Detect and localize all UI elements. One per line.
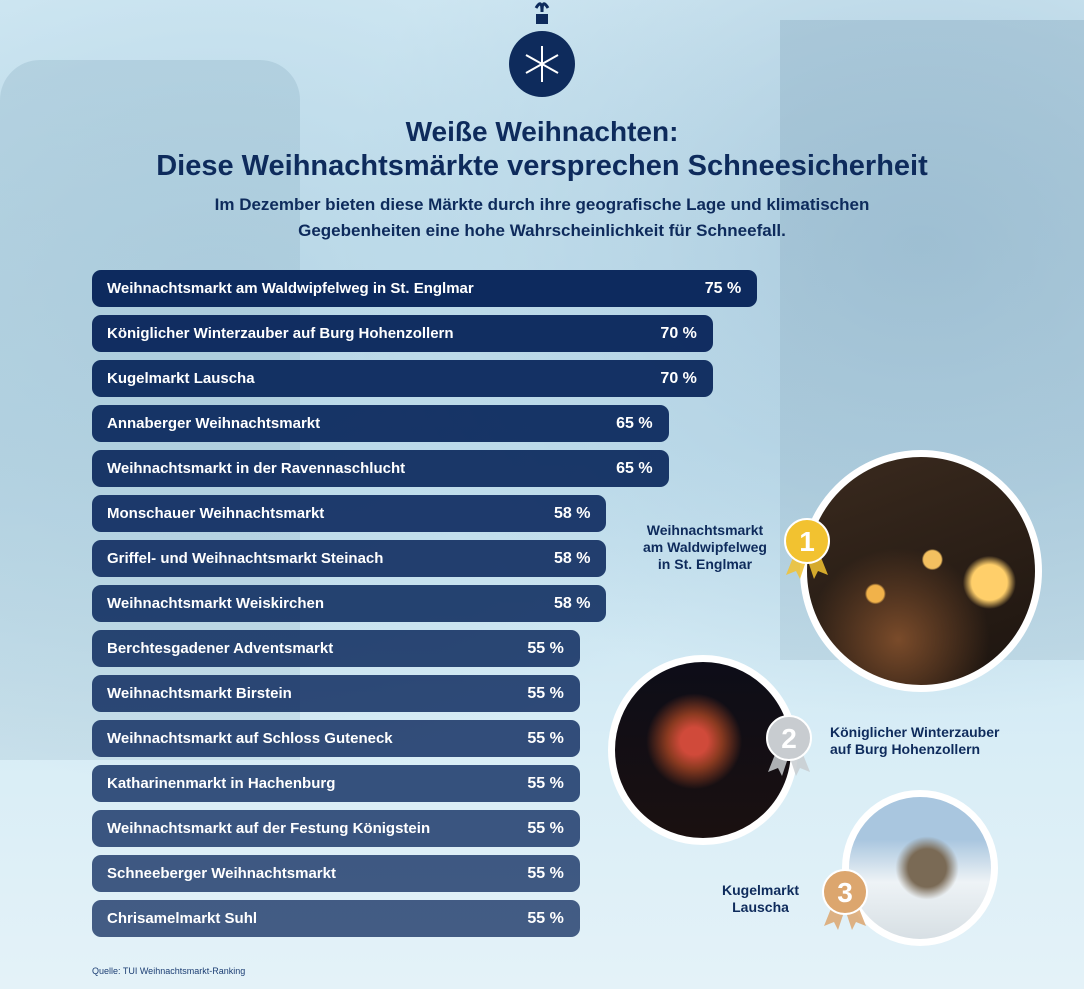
subtitle-line-2: Gegebenheiten eine hohe Wahrscheinlichke… (298, 221, 786, 240)
bar: Kugelmarkt Lauscha 70 % (92, 360, 713, 397)
bar-value-label: 58 % (553, 594, 591, 612)
bar-label: Weihnachtsmarkt in der Ravennaschlucht (107, 460, 406, 477)
subtitle-line-1: Im Dezember bieten diese Märkte durch ih… (214, 195, 870, 214)
podium-label-line: Kugelmarkt (722, 882, 800, 898)
bar-value-label: 65 % (616, 459, 653, 477)
bar-label: Weihnachtsmarkt Birstein (107, 685, 292, 702)
bar: Weihnachtsmarkt am Waldwipfelweg in St. … (92, 270, 758, 307)
bar-label: Chrisamelmarkt Suhl (107, 910, 258, 927)
bar-label: Annaberger Weihnachtsmarkt (107, 415, 321, 432)
photo-rank-1 (800, 450, 1042, 692)
podium-label-line: Königlicher Winterzauber (830, 724, 1000, 740)
christmas-ornament-icon (509, 2, 575, 97)
podium-label-line: Lauscha (732, 899, 789, 915)
bar: Königlicher Winterzauber auf Burg Hohenz… (92, 315, 713, 352)
bar-value-label: 55 % (527, 684, 564, 702)
bar-value-label: 55 % (527, 819, 564, 837)
bar-label: Berchtesgadener Adventsmarkt (107, 640, 334, 657)
bar-label: Schneeberger Weihnachtsmarkt (107, 865, 336, 882)
medal-rank-3-icon: 3 (822, 869, 868, 930)
bar-value-label: 55 % (527, 864, 564, 882)
medal-rank-1-icon: 1 (784, 518, 830, 579)
bar-value-label: 70 % (660, 324, 697, 342)
medal-rank-number: 2 (781, 723, 797, 754)
bar-label: Weihnachtsmarkt am Waldwipfelweg in St. … (107, 280, 474, 297)
bar-label: Weihnachtsmarkt auf der Festung Königste… (107, 820, 431, 837)
bar-label: Griffel- und Weihnachtsmarkt Steinach (107, 550, 384, 567)
bar-value-label: 55 % (527, 774, 564, 792)
bar-value-label: 75 % (704, 279, 742, 297)
bar-label: Katharinenmarkt in Hachenburg (107, 775, 336, 792)
bar: Weihnachtsmarkt Birstein 55 % (92, 675, 580, 712)
bar-value-label: 58 % (553, 549, 591, 567)
bar-label: Weihnachtsmarkt Weiskirchen (107, 595, 325, 612)
bar: Schneeberger Weihnachtsmarkt 55 % (92, 855, 580, 892)
bar-value-label: 70 % (660, 369, 697, 387)
bar: Katharinenmarkt in Hachenburg 55 % (92, 765, 580, 802)
bar: Weihnachtsmarkt in der Ravennaschlucht 65… (92, 450, 669, 487)
bar: Weihnachtsmarkt auf der Festung Königste… (92, 810, 580, 847)
photo-rank-3 (842, 790, 998, 946)
bar: Weihnachtsmarkt Weiskirchen 58 % (92, 585, 607, 622)
bar-value-label: 55 % (527, 909, 564, 927)
podium-label-line: am Waldwipfelweg (643, 539, 767, 555)
podium-label-line: auf Burg Hohenzollern (830, 741, 981, 757)
medal-rank-number: 1 (799, 526, 815, 557)
bar-label: Königlicher Winterzauber auf Burg Hohenz… (107, 325, 454, 342)
bar-value-label: 55 % (527, 729, 564, 747)
bar: Weihnachtsmarkt auf Schloss Guteneck 55 % (92, 720, 580, 757)
podium-label-1: Weihnachtsmarkt am Waldwipfelweg in St. En… (643, 522, 767, 573)
medal-rank-number: 3 (837, 877, 853, 908)
title-line-1: Weiße Weihnachten: (405, 116, 679, 147)
medal-rank-2-icon: 2 (766, 715, 812, 776)
bar: Berchtesgadener Adventsmarkt 55 % (92, 630, 580, 667)
bar-label: Kugelmarkt Lauscha (107, 370, 255, 387)
podium-label-3: Kugelmarkt Lauscha (722, 882, 799, 916)
bar-value-label: 55 % (527, 639, 564, 657)
bar: Chrisamelmarkt Suhl 55 % (92, 900, 580, 937)
podium-label-line: in St. Englmar (657, 556, 753, 572)
bar-label: Monschauer Weihnachtsmarkt (107, 505, 325, 522)
bar-value-label: 58 % (553, 504, 591, 522)
photo-rank-2 (608, 655, 798, 845)
bar: Griffel- und Weihnachtsmarkt Steinach 58 … (92, 540, 607, 577)
source-note: Quelle: TUI Weihnachtsmarkt-Ranking (92, 966, 246, 976)
bar: Annaberger Weihnachtsmarkt 65 % (92, 405, 669, 442)
podium-label-line: Weihnachtsmarkt (646, 522, 764, 538)
bar-value-label: 65 % (616, 414, 653, 432)
bar: Monschauer Weihnachtsmarkt 58 % (92, 495, 607, 532)
podium-label-2: Königlicher Winterzauber auf Burg Hohenzo… (830, 724, 999, 758)
title-line-2: Diese Weihnachtsmärkte versprechen Schne… (156, 150, 928, 182)
bar-label: Weihnachtsmarkt auf Schloss Guteneck (107, 730, 393, 747)
